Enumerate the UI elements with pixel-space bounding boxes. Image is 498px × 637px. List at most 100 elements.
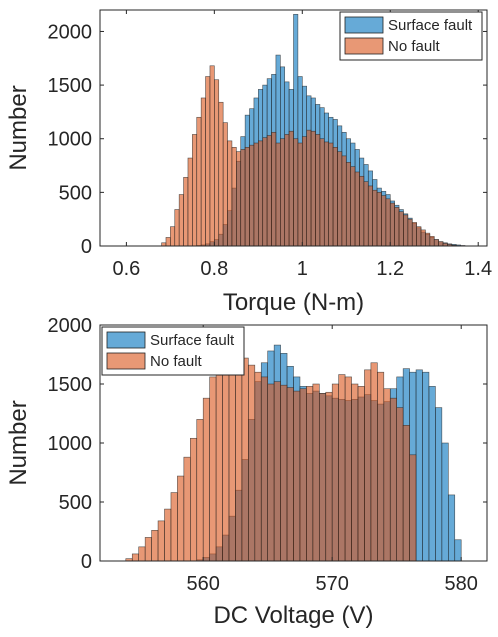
histogram-bar xyxy=(244,147,250,247)
histogram-bar xyxy=(301,136,307,247)
histogram-bar xyxy=(381,195,387,247)
histogram-bar xyxy=(286,387,294,562)
histogram-bar xyxy=(409,454,417,562)
histogram-bar xyxy=(215,364,223,562)
histogram-bar xyxy=(415,369,423,562)
histogram-bar xyxy=(310,130,316,247)
histogram-bar xyxy=(275,142,281,247)
histogram-bar xyxy=(422,371,430,562)
y-tick-label: 500 xyxy=(59,182,92,204)
histogram-bar xyxy=(420,229,426,247)
histogram-bar xyxy=(209,376,217,562)
histogram-bar xyxy=(293,390,301,562)
histogram-bar xyxy=(319,138,325,247)
histogram-bar xyxy=(363,181,369,247)
histogram-bar xyxy=(192,134,198,247)
histogram-bar xyxy=(262,137,268,247)
histogram-bar xyxy=(357,386,365,562)
histogram-bar xyxy=(299,388,307,562)
y-tick-label: 0 xyxy=(81,236,92,258)
histogram-bar xyxy=(183,177,189,247)
histogram-bar xyxy=(218,101,224,247)
histogram-bar xyxy=(267,383,275,562)
histogram-bar xyxy=(235,360,243,562)
histogram-bar xyxy=(435,407,443,562)
histogram-bar xyxy=(236,151,242,247)
histogram-bar xyxy=(351,383,359,562)
y-tick-label: 500 xyxy=(59,492,92,514)
legend: Surface fault No fault xyxy=(101,326,245,376)
histogram-bar xyxy=(344,376,352,562)
histogram-bar xyxy=(312,383,320,562)
histogram-bar xyxy=(372,189,378,247)
histogram-bar xyxy=(178,194,184,247)
histogram-bar xyxy=(280,138,286,247)
x-tick-label: 570 xyxy=(316,573,349,595)
x-tick-label: 560 xyxy=(187,573,220,595)
x-tick-label: 1.2 xyxy=(376,258,404,280)
histogram-bar xyxy=(297,142,303,247)
histogram-bar xyxy=(325,391,333,562)
histogram-bar xyxy=(367,185,373,247)
legend-label: Surface fault xyxy=(388,17,473,34)
histogram-bar xyxy=(306,386,314,562)
histogram-bar xyxy=(165,237,171,247)
histogram-bar xyxy=(389,397,397,562)
histogram-bar xyxy=(157,520,165,562)
dc-voltage-histogram-chart: 0 500 1000 1500 2000 560 570 580 DC Voltage (V) N… xyxy=(5,315,488,629)
legend-swatch xyxy=(106,331,146,349)
histogram-bar xyxy=(241,357,249,562)
histogram-bar xyxy=(177,475,185,562)
histogram-bar xyxy=(170,226,176,247)
x-axis-label: DC Voltage (V) xyxy=(213,602,373,629)
histogram-bar xyxy=(407,218,413,247)
histogram-bar xyxy=(338,374,346,562)
histogram-bar xyxy=(254,371,262,562)
histogram-bar xyxy=(196,419,204,562)
histogram-bar xyxy=(214,79,220,247)
y-axis-label: Number xyxy=(5,400,32,485)
histogram-bar xyxy=(228,350,236,562)
histogram-bar xyxy=(200,97,206,247)
histogram-bar xyxy=(222,122,228,247)
histogram-bar xyxy=(209,65,215,247)
histogram-bar xyxy=(350,166,356,247)
legend-swatch xyxy=(106,352,146,370)
histogram-bar xyxy=(323,141,329,247)
legend-swatch xyxy=(344,37,384,55)
histogram-bar xyxy=(438,241,444,247)
series-no-fault xyxy=(125,350,417,562)
histogram-bar xyxy=(328,142,334,247)
histogram-bar xyxy=(416,226,422,247)
histogram-bar xyxy=(306,129,312,247)
histogram-bar xyxy=(248,364,256,562)
y-tick-label: 1000 xyxy=(48,129,93,151)
y-tick-label: 1500 xyxy=(48,75,93,97)
legend-swatch xyxy=(344,16,384,34)
histogram-bar xyxy=(341,155,347,247)
histogram-bar xyxy=(331,383,339,562)
histogram-bar xyxy=(402,424,410,562)
histogram-bar xyxy=(222,355,230,562)
histogram-bar xyxy=(337,151,343,247)
axes-box xyxy=(99,9,488,247)
x-tick-label: 1 xyxy=(297,258,308,280)
histogram-bar xyxy=(315,134,321,247)
y-tick-label: 1500 xyxy=(48,374,93,396)
histogram-bar xyxy=(138,546,146,562)
histogram-bar xyxy=(332,147,338,247)
histogram-bar xyxy=(394,207,400,247)
histogram-bar xyxy=(196,116,202,247)
histogram-bar xyxy=(202,397,210,562)
histogram-bar xyxy=(425,232,431,247)
x-tick-label: 0.6 xyxy=(112,258,140,280)
histogram-bar xyxy=(389,202,395,247)
histogram-bar xyxy=(318,393,327,562)
x-tick-label: 0.8 xyxy=(200,258,228,280)
histogram-bar xyxy=(359,175,365,247)
histogram-bar xyxy=(280,384,288,562)
histogram-bar xyxy=(354,171,360,247)
histogram-bar xyxy=(429,236,435,247)
histogram-bar xyxy=(345,162,351,247)
